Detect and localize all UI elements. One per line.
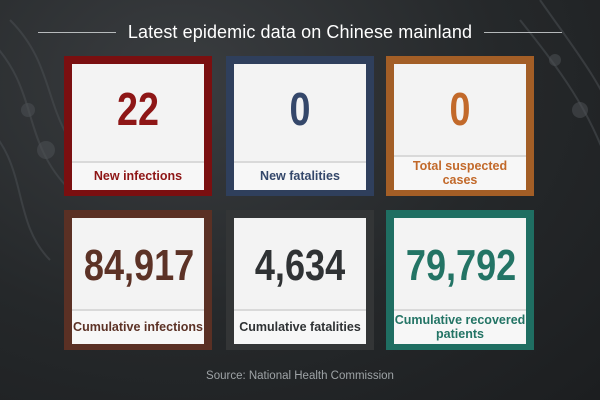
header-rule-left	[37, 31, 116, 33]
stat-card-panel: 0 New fatalities	[234, 64, 366, 190]
stat-label: Cumulative infections	[72, 309, 204, 344]
header: Latest epidemic data on Chinese mainland	[0, 18, 600, 46]
stat-card-new-infections: 22 New infections	[64, 56, 212, 196]
stat-label: Cumulative fatalities	[234, 309, 366, 344]
stat-label: Cumulative recovered patients	[394, 309, 526, 344]
stat-label: New infections	[72, 161, 204, 190]
stat-label: Total suspected cases	[394, 155, 526, 190]
stat-card-total-suspected-cases: 0 Total suspected cases	[386, 56, 534, 196]
page-title: Latest epidemic data on Chinese mainland	[127, 21, 473, 42]
stat-label: New fatalities	[234, 161, 366, 190]
stat-card-panel: 22 New infections	[72, 64, 204, 190]
stat-card-panel: 4,634 Cumulative fatalities	[234, 218, 366, 344]
stat-card-cumulative-infections: 84,917 Cumulative infections	[64, 210, 212, 350]
stat-value: 4,634	[254, 241, 346, 290]
stat-value: 79,792	[405, 241, 517, 290]
stat-card-panel: 0 Total suspected cases	[394, 64, 526, 190]
stat-value: 22	[117, 83, 159, 135]
stat-card-cumulative-fatalities: 4,634 Cumulative fatalities	[226, 210, 374, 350]
stat-card-cumulative-recovered: 79,792 Cumulative recovered patients	[386, 210, 534, 350]
stat-value: 0	[449, 83, 471, 135]
source-note: Source: National Health Commission	[206, 370, 394, 382]
stat-card-panel: 79,792 Cumulative recovered patients	[394, 218, 526, 344]
stat-card-panel: 84,917 Cumulative infections	[72, 218, 204, 344]
stat-value: 0	[289, 83, 311, 135]
stat-card-new-fatalities: 0 New fatalities	[226, 56, 374, 196]
stat-value: 84,917	[83, 241, 195, 290]
header-rule-right	[484, 31, 563, 33]
